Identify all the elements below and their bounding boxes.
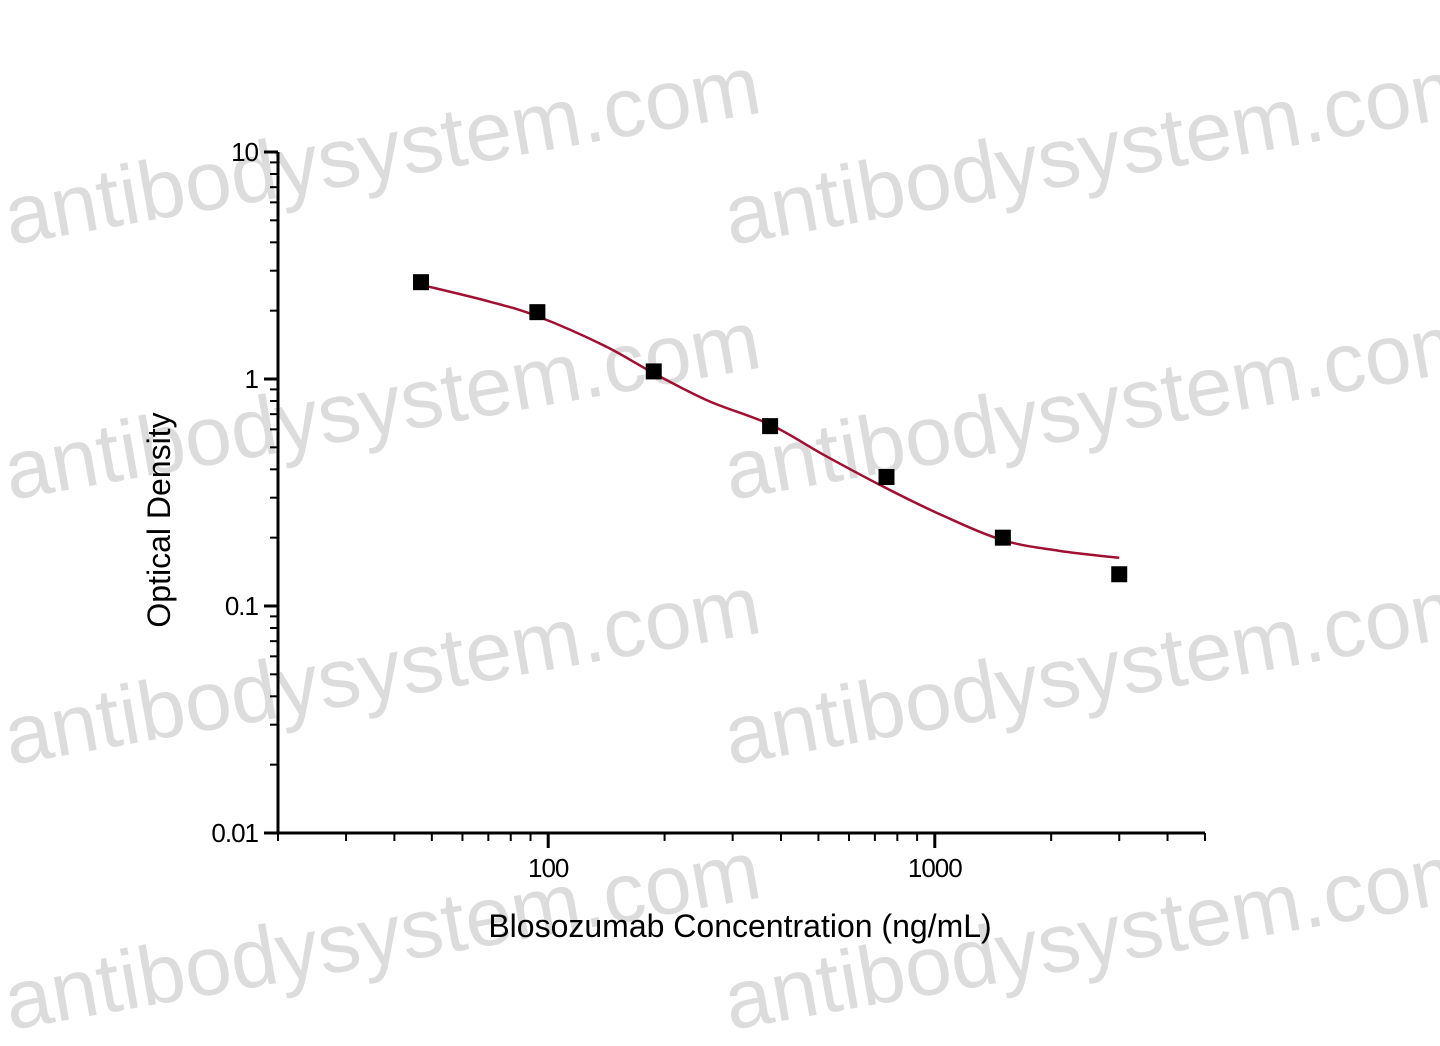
watermark: antibodysystem.com	[0, 37, 767, 263]
x-tick-label: 100	[528, 853, 569, 883]
x-axis-label: Blosozumab Concentration (ng/mL)	[488, 908, 991, 944]
watermark: antibodysystem.com	[0, 557, 767, 783]
watermark: antibodysystem.com	[717, 557, 1440, 783]
plot: 0.01 0.1 1 10 100 1000	[211, 137, 1206, 883]
watermark-layer: antibodysystem.comantibodysystem.comanti…	[0, 37, 1440, 1046]
y-tick-label: 0.01	[211, 818, 258, 848]
watermark: antibodysystem.com	[0, 292, 767, 518]
data-point	[645, 363, 662, 380]
y-tick-label: 10	[231, 137, 258, 167]
data-point	[1111, 566, 1128, 583]
data-point	[413, 274, 430, 291]
x-tick-label: 1000	[908, 853, 962, 883]
data-point	[878, 469, 895, 486]
y-tick-label: 1	[245, 364, 259, 394]
data-point	[529, 304, 546, 321]
data-point	[994, 529, 1011, 546]
data-point	[762, 418, 779, 435]
watermark: antibodysystem.com	[717, 37, 1440, 263]
y-tick-label: 0.1	[225, 591, 259, 621]
y-axis-label: Optical Density	[141, 412, 177, 627]
watermark: antibodysystem.com	[717, 292, 1440, 518]
